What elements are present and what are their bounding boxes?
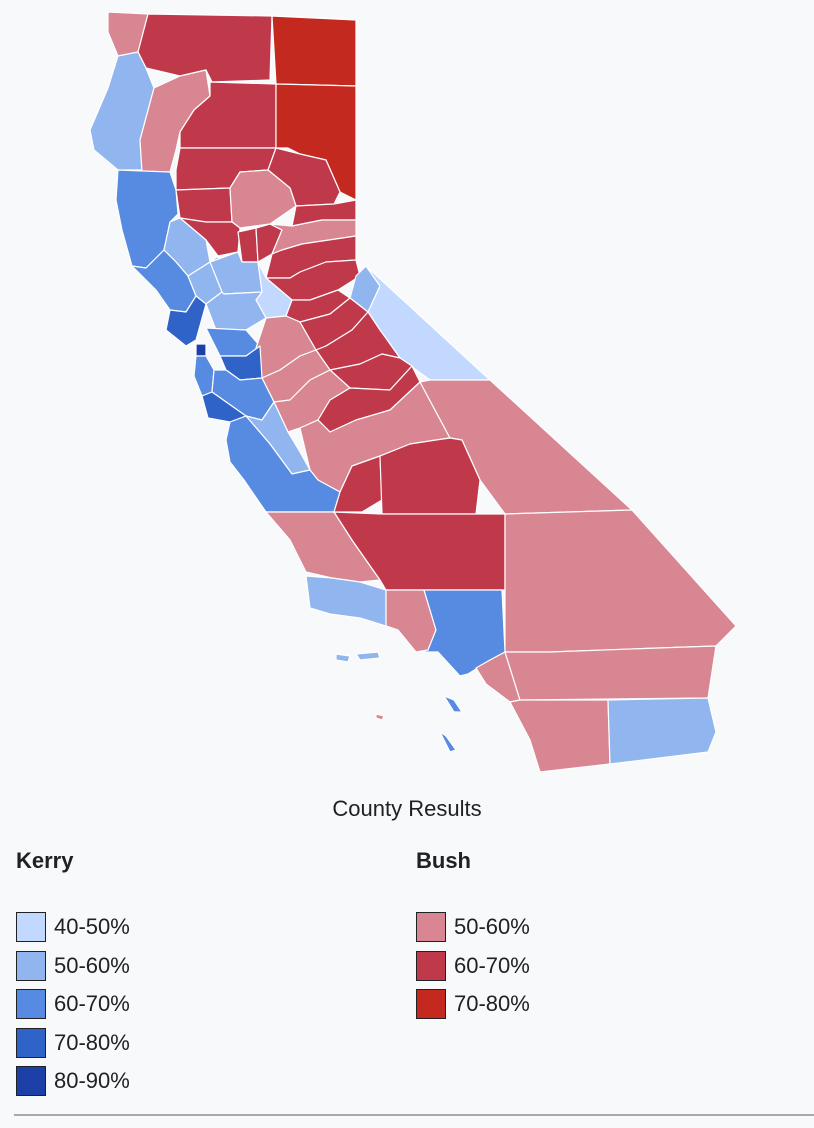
legend-label: 50-60% <box>54 952 130 978</box>
county-modoc <box>271 15 357 87</box>
legend-swatch <box>416 950 446 981</box>
county-solano <box>205 291 267 331</box>
map-caption: County Results <box>332 796 482 821</box>
legend-label: 40-50% <box>54 914 130 940</box>
legend-label: 70-80% <box>454 991 530 1017</box>
county-santa-barbara <box>305 575 387 627</box>
legend-swatch <box>16 1066 46 1097</box>
county-tulare <box>379 437 481 515</box>
california-county-map <box>89 11 737 773</box>
bottom-divider <box>14 1114 814 1116</box>
legend-item: 60-70% <box>16 985 130 1024</box>
county-sutter <box>237 227 259 263</box>
legend-kerry-title: Kerry <box>16 848 74 873</box>
legend-item: 70-80% <box>16 1024 130 1063</box>
legend-bush-title: Bush <box>416 848 471 873</box>
island-santa-cruz <box>355 651 381 661</box>
legend-swatch <box>416 989 446 1020</box>
county-riverside <box>504 645 717 701</box>
legend-label: 60-70% <box>454 952 530 978</box>
county-san-diego <box>509 699 611 773</box>
island-santa-rosa <box>335 653 351 663</box>
legend-item: 50-60% <box>416 908 530 947</box>
county-san-mateo <box>193 355 215 397</box>
legend-label: 60-70% <box>54 991 130 1017</box>
legend-bush: Bush 50-60% 60-70% 70-80% <box>416 848 530 1024</box>
legend-swatch <box>16 912 46 943</box>
legend-item: 60-70% <box>416 947 530 986</box>
legend-swatch <box>16 1027 46 1058</box>
legend-item: 80-90% <box>16 1062 130 1101</box>
county-san-bernardino <box>504 509 737 653</box>
county-marin <box>165 295 207 347</box>
legend-swatch <box>416 912 446 943</box>
county-san-francisco <box>195 343 207 357</box>
county-imperial <box>607 697 717 765</box>
legend-swatch <box>16 989 46 1020</box>
legend-kerry: Kerry 40-50% 50-60% 60-70% 70-80% 80-90% <box>16 848 130 1101</box>
legend-item: 70-80% <box>416 985 530 1024</box>
county-los-angeles <box>417 589 506 677</box>
legend-item: 50-60% <box>16 947 130 986</box>
legend-label: 70-80% <box>54 1029 130 1055</box>
legend-label: 80-90% <box>54 1068 130 1094</box>
legend-item: 40-50% <box>16 908 130 947</box>
island-san-clemente <box>439 731 457 753</box>
legend-label: 50-60% <box>454 914 530 940</box>
county-glenn <box>175 187 233 223</box>
island-santa-catalina <box>443 695 463 713</box>
island-san-nicolas <box>375 713 385 721</box>
legend-swatch <box>16 950 46 981</box>
